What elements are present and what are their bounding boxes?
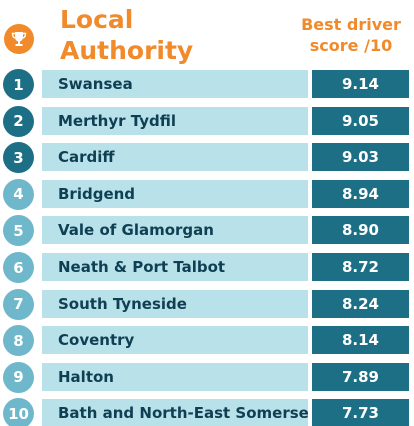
authority-name: Neath & Port Talbot xyxy=(42,253,308,281)
rank-badge: 5 xyxy=(3,215,34,247)
authority-name: Vale of Glamorgan xyxy=(42,216,308,245)
authority-name: Swansea xyxy=(42,70,308,98)
score-value: 9.14 xyxy=(312,70,409,98)
table-row: 3 Cardiff 9.03 xyxy=(0,141,414,174)
score-value: 9.03 xyxy=(312,143,409,172)
column-title-local-authority: Local Authority xyxy=(60,4,193,66)
score-value: 8.90 xyxy=(312,216,409,245)
rank-badge: 3 xyxy=(3,142,34,174)
authority-name: Cardiff xyxy=(42,143,308,172)
authority-name: Bath and North-East Somerset xyxy=(42,399,308,426)
trophy-badge xyxy=(4,24,34,54)
table-row: 1 Swansea 9.14 xyxy=(0,68,414,100)
table-row: 4 Bridgend 8.94 xyxy=(0,178,414,210)
table-row: 8 Coventry 8.14 xyxy=(0,324,414,357)
score-value: 7.73 xyxy=(312,399,409,426)
score-value: 8.14 xyxy=(312,326,409,355)
table-row: 5 Vale of Glamorgan 8.90 xyxy=(0,214,414,247)
table-row: 2 Merthyr Tydfil 9.05 xyxy=(0,105,414,137)
rank-badge: 10 xyxy=(3,398,34,426)
authority-name: Halton xyxy=(42,362,308,391)
authority-name: Coventry xyxy=(42,326,308,355)
trophy-icon xyxy=(11,32,27,46)
score-head-line-2: score /10 xyxy=(309,36,393,55)
table-row: 9 Halton 7.89 xyxy=(0,361,414,393)
authority-name: Merthyr Tydfil xyxy=(42,106,308,135)
score-value: 8.24 xyxy=(312,289,409,318)
authority-name: South Tyneside xyxy=(42,289,308,318)
table-row: 7 South Tyneside 8.24 xyxy=(0,288,414,320)
score-value: 7.89 xyxy=(312,362,409,391)
score-head-line-1: Best driver xyxy=(301,15,401,34)
rank-badge: 6 xyxy=(3,252,34,283)
authority-name: Bridgend xyxy=(42,179,308,208)
rank-badge: 7 xyxy=(3,288,34,320)
title-line-1: Local xyxy=(60,5,134,34)
title-line-2: Authority xyxy=(60,36,194,65)
rank-badge: 9 xyxy=(3,361,34,393)
rank-badge: 4 xyxy=(3,178,34,210)
table-row: 6 Neath & Port Talbot 8.72 xyxy=(0,251,414,283)
score-value: 8.94 xyxy=(312,179,409,208)
rank-badge: 8 xyxy=(3,325,34,357)
rank-badge: 1 xyxy=(3,69,34,100)
score-value: 9.05 xyxy=(312,106,409,135)
rank-badge: 2 xyxy=(3,105,34,137)
table-row: 10 Bath and North-East Somerset 7.73 xyxy=(0,397,414,426)
column-title-score: Best driver score /10 xyxy=(296,14,406,56)
score-value: 8.72 xyxy=(312,253,409,281)
